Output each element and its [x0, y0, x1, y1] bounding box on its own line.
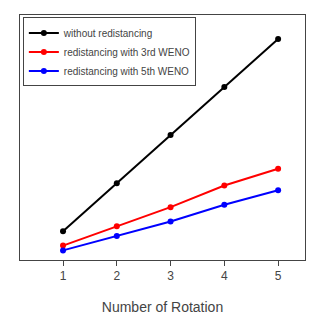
- svg-text:without redistancing: without redistancing: [63, 28, 152, 39]
- svg-text:2: 2: [113, 269, 120, 283]
- svg-text:redistancing with 5th WENO: redistancing with 5th WENO: [64, 66, 189, 77]
- svg-text:redistancing with 3rd WENO: redistancing with 3rd WENO: [64, 47, 190, 58]
- svg-text:3: 3: [167, 269, 174, 283]
- svg-text:Number of Rotation: Number of Rotation: [102, 299, 223, 315]
- svg-text:4: 4: [221, 269, 228, 283]
- svg-text:5: 5: [275, 269, 282, 283]
- svg-text:1: 1: [60, 269, 67, 283]
